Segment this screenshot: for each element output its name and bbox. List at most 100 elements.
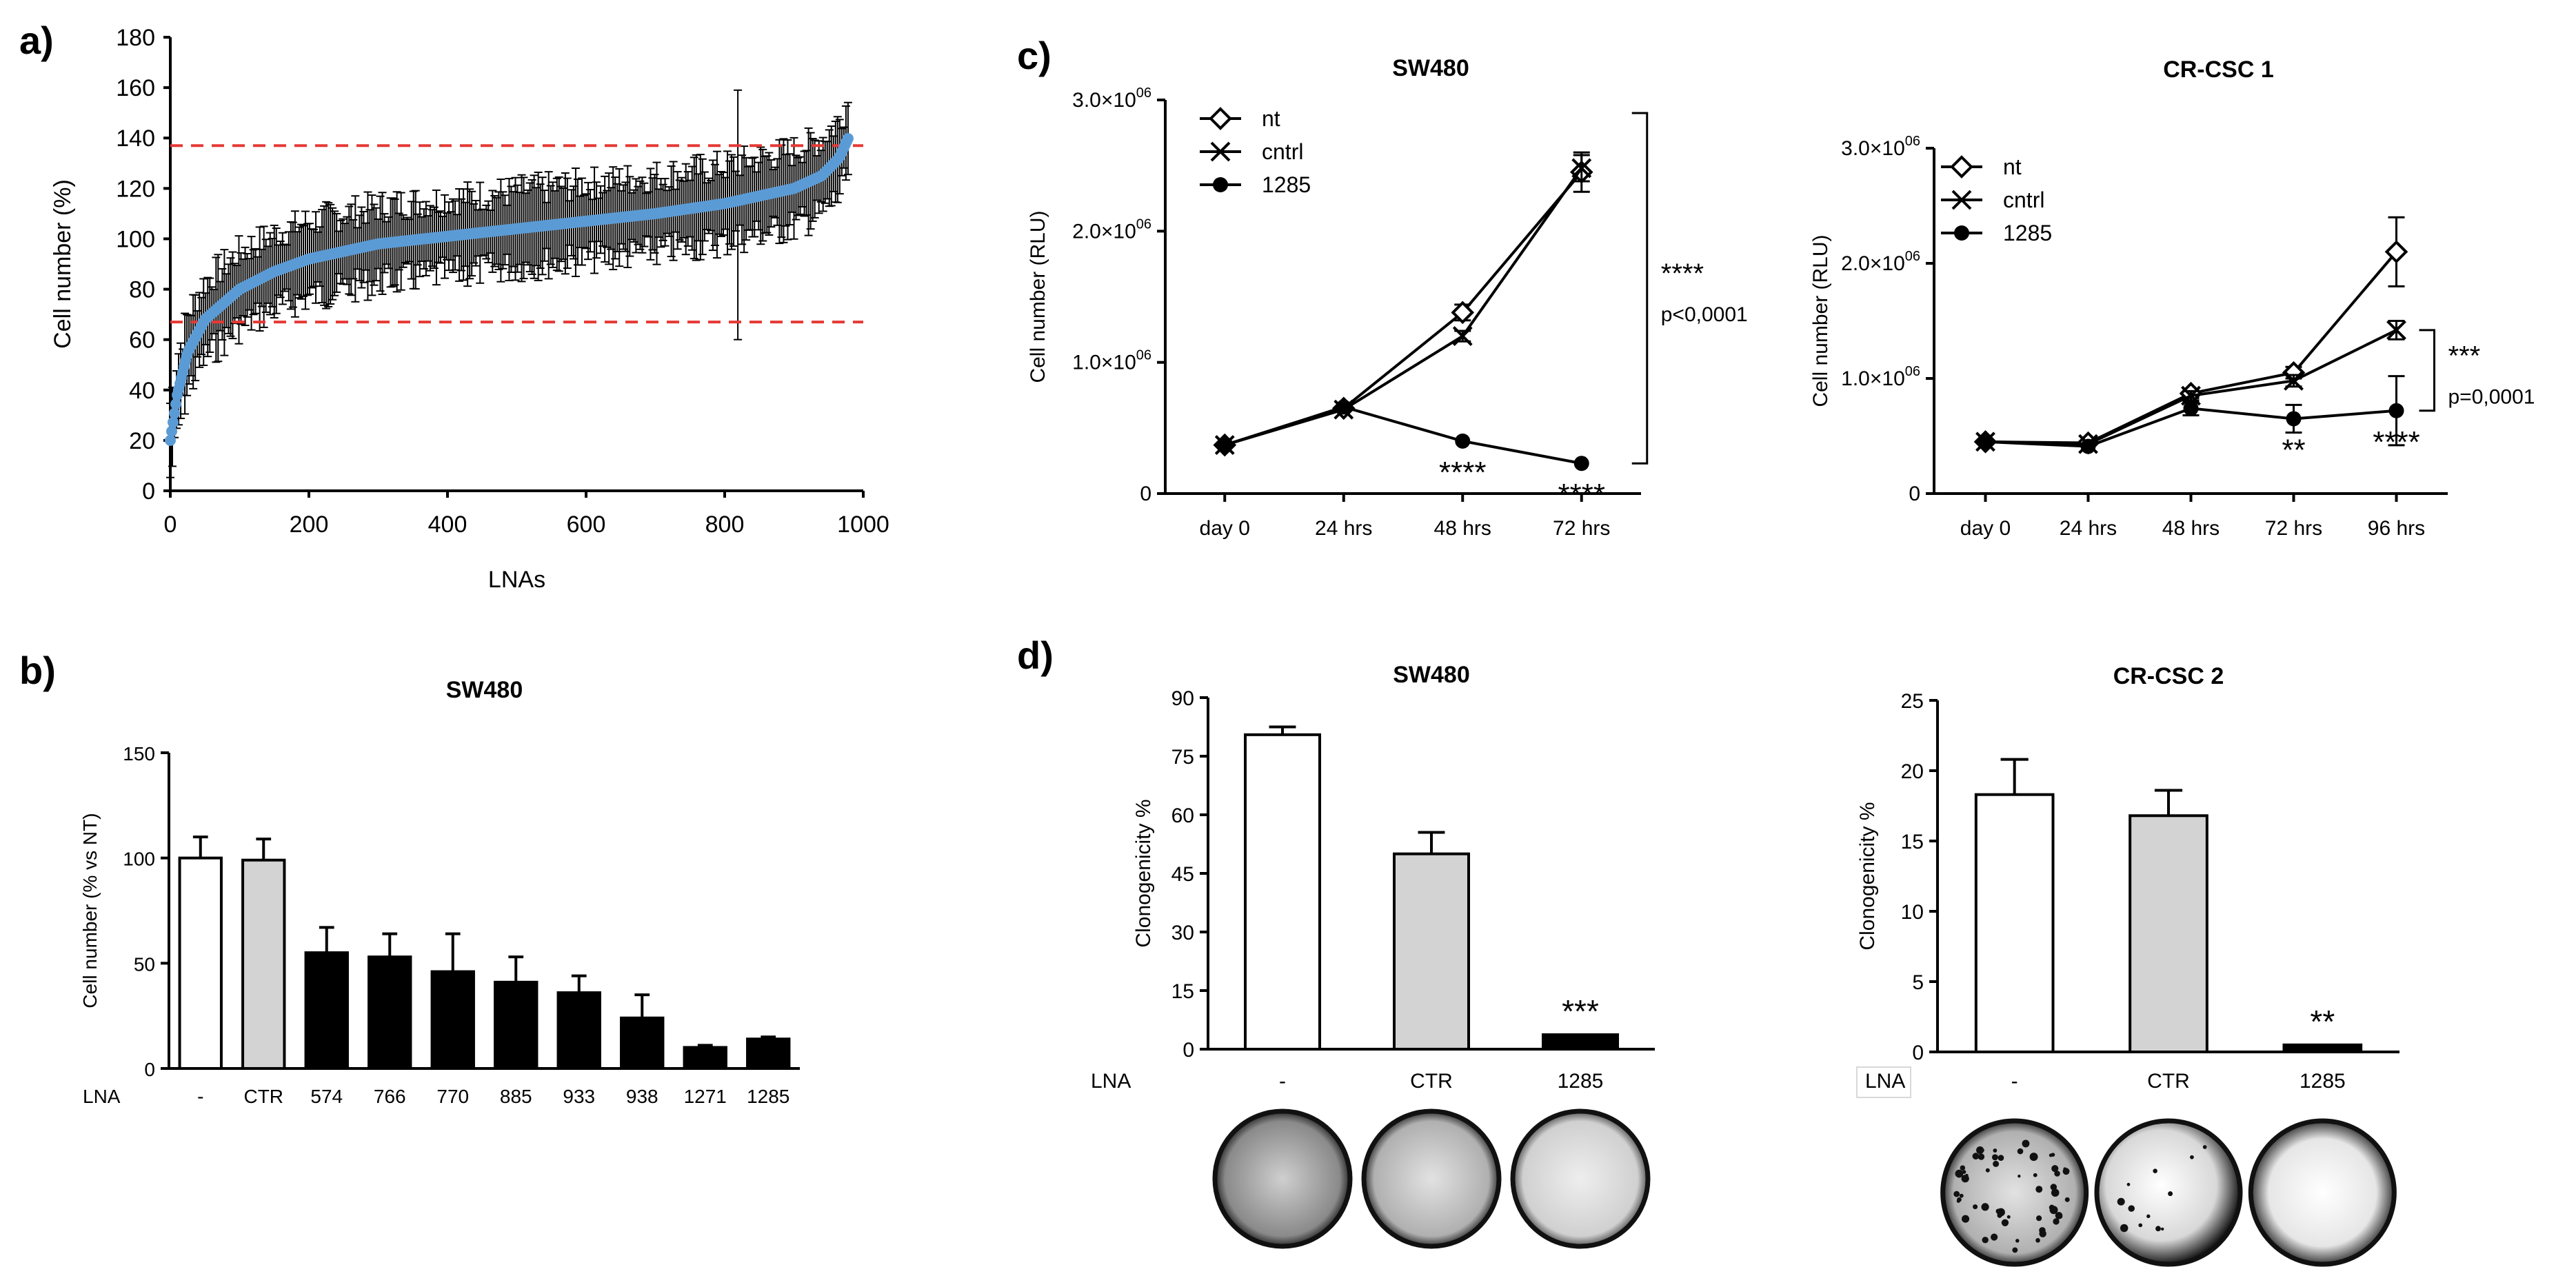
- colony: [2039, 1230, 2046, 1237]
- bracket-stars: ***: [2448, 341, 2481, 371]
- legend-label: cntrl: [1262, 139, 1303, 164]
- bar-CTR: [1393, 852, 1470, 1051]
- y-tick-label: 20: [129, 428, 155, 454]
- data-point: [842, 132, 854, 144]
- colony: [2063, 1167, 2067, 1171]
- plate-1285: [1510, 1108, 1651, 1249]
- y-tick-label: 0: [144, 1059, 155, 1080]
- category-label: 574: [310, 1086, 343, 1107]
- y-tick-label: 10: [1901, 901, 1924, 924]
- category-label: -: [2011, 1070, 2018, 1093]
- y-tick-label: 180: [116, 25, 155, 51]
- x-tick-label: 72 hrs: [1553, 517, 1610, 540]
- data-point: [1573, 456, 1589, 472]
- y-tick-exp: 06: [1136, 216, 1151, 232]
- colony: [2035, 1186, 2043, 1193]
- y-tick-label: 60: [129, 327, 155, 354]
- plate--: [1212, 1108, 1353, 1249]
- colony: [2126, 1182, 2131, 1186]
- y-axis-label: Clonogenicity %: [1856, 802, 1879, 950]
- data-point: [1451, 301, 1475, 325]
- y-axis-label: Cell number (RLU): [1809, 234, 1832, 407]
- significance-stars: ***: [1562, 993, 1599, 1029]
- significance-stars: **: [2310, 1004, 2335, 1040]
- y-tick-exp: 06: [1905, 364, 1920, 379]
- y-tick-label: 100: [116, 226, 155, 252]
- data-point: [2386, 320, 2406, 341]
- chart-title: SW480: [1392, 55, 1469, 81]
- x-tick-label: 48 hrs: [2162, 517, 2220, 540]
- y-tick-label: 5: [1912, 971, 1924, 994]
- colony: [1976, 1146, 1984, 1155]
- lna-label: LNA: [1091, 1070, 1131, 1093]
- legend-label: nt: [1262, 106, 1280, 131]
- bracket-pvalue: p=0,0001: [2448, 385, 2535, 408]
- category-label: 1285: [1558, 1070, 1604, 1093]
- colony: [2146, 1214, 2151, 1219]
- bar-1271: [683, 1046, 727, 1071]
- significance-stars: ****: [1558, 478, 1606, 511]
- y-tick-label: 80: [129, 277, 155, 303]
- y-tick-label: 0: [1183, 1039, 1194, 1062]
- category-label: 1285: [747, 1086, 789, 1107]
- colony: [1997, 1213, 2002, 1218]
- legend-marker: [1209, 107, 1232, 130]
- colony: [2138, 1223, 2143, 1228]
- series-cntrl: [1214, 154, 1592, 455]
- y-tick-label: 1.0×1006: [1072, 348, 1151, 374]
- y-axis-label: Clonogenicity %: [1132, 799, 1155, 947]
- bar-938: [620, 1016, 665, 1070]
- chart-title: SW480: [1393, 662, 1470, 688]
- panel-d1-chart: 0 15 30 45 60 75 90 SW480 Clonogenicity % LNA - CTR…: [1091, 662, 1655, 1249]
- x-tick-label: 600: [567, 511, 606, 538]
- data-point: [168, 416, 179, 428]
- y-tick-label: 160: [116, 75, 155, 101]
- y-tick-label: 15: [1171, 980, 1194, 1003]
- y-tick-label: 2.0×1006: [1072, 216, 1151, 243]
- y-tick-base: 2.0×10: [1841, 252, 1905, 275]
- colony: [2022, 1139, 2030, 1148]
- panel-letter-d: d): [1017, 634, 1054, 677]
- data-point: [2384, 240, 2408, 264]
- series-cntrl: [1975, 320, 2406, 454]
- y-tick-label: 120: [116, 176, 155, 202]
- colony: [2051, 1153, 2055, 1157]
- lna-label-box: [1856, 1066, 1911, 1098]
- category-label: 770: [436, 1086, 469, 1107]
- colony: [2153, 1168, 2157, 1173]
- data-point: [1571, 158, 1592, 179]
- y-tick-label: 3.0×1006: [1072, 85, 1151, 112]
- data-point: [166, 425, 178, 437]
- x-tick-label: day 0: [1200, 517, 1250, 540]
- colony: [2015, 1239, 2020, 1243]
- colonies: [1953, 1139, 2070, 1253]
- x-tick-label: day 0: [1960, 517, 2011, 540]
- bar-766: [368, 955, 412, 1070]
- legend-label: 1285: [2003, 221, 2052, 245]
- y-tick-label: 60: [1171, 804, 1194, 827]
- data-point: [1336, 399, 1351, 415]
- colony: [1978, 1153, 1985, 1160]
- colony: [1995, 1208, 2001, 1214]
- bar--: [1974, 793, 2055, 1054]
- bar-933: [556, 991, 601, 1070]
- bar-574: [304, 951, 349, 1070]
- series-line: [1224, 171, 1583, 447]
- data-point: [2284, 370, 2304, 391]
- bracket-stars: ****: [1661, 259, 1704, 289]
- colony: [1962, 1170, 1966, 1174]
- legend-marker: [1950, 155, 1973, 179]
- significance-stars: **: [2282, 433, 2305, 467]
- category-label: -: [197, 1086, 203, 1107]
- bar-CTR: [241, 858, 286, 1070]
- colony: [2120, 1224, 2129, 1233]
- legend-marker: [1213, 177, 1228, 192]
- bar-CTR: [2129, 814, 2208, 1054]
- colony: [1960, 1165, 1966, 1171]
- colony: [1965, 1173, 1969, 1177]
- colony: [2190, 1155, 2194, 1159]
- x-tick-label: 72 hrs: [2265, 517, 2322, 540]
- series-nt: [1973, 216, 2408, 455]
